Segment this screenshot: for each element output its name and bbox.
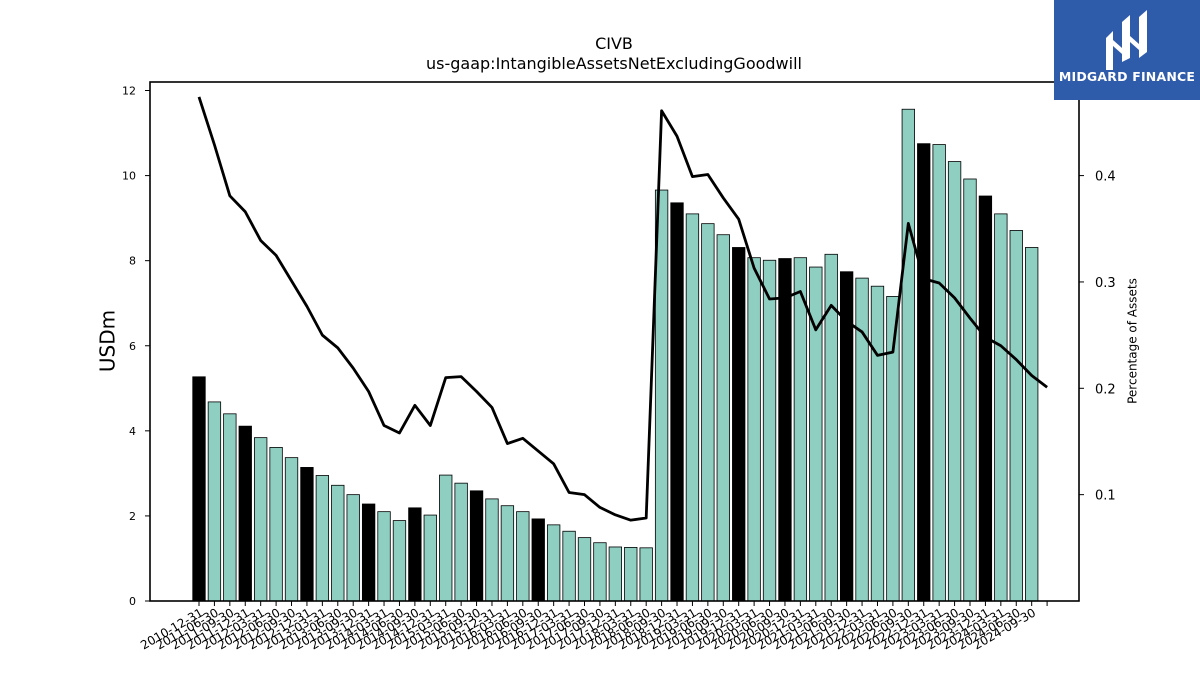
bar-2016-03-31 <box>516 511 530 602</box>
bar-2012-06-30 <box>284 457 299 602</box>
bar-2020-06-30 <box>778 258 792 602</box>
midgard-logo-icon <box>1106 10 1147 70</box>
y-axis-label: USDm <box>96 310 120 372</box>
y2-tick-label: 0.4 <box>1095 170 1116 185</box>
bar-2016-12-31 <box>562 530 576 602</box>
bar-2018-03-31 <box>639 547 653 602</box>
bar-2019-03-31 <box>701 223 715 602</box>
y-tick-label: 6 <box>129 340 136 353</box>
y-tick-label: 0 <box>129 595 136 608</box>
bar-2012-09-30 <box>300 467 314 602</box>
bar-2023-09-30 <box>978 195 993 602</box>
bar-2023-12-31 <box>994 213 1008 602</box>
bar-2016-09-30 <box>547 524 561 602</box>
bar-2022-09-30 <box>917 143 931 602</box>
y2-tick-label: 0.2 <box>1095 382 1116 397</box>
y2-axis-label: Percentage of Assets <box>1126 278 1140 404</box>
percentage-line <box>197 96 1048 522</box>
plot-frame <box>149 81 1080 602</box>
bar-2014-12-31 <box>439 474 453 602</box>
y-tick-label: 4 <box>129 425 136 438</box>
bar-2013-09-30 <box>361 503 376 602</box>
bar-2012-03-31 <box>269 447 283 602</box>
bar-2013-06-30 <box>346 494 360 602</box>
bar-2014-06-30 <box>408 507 422 602</box>
bar-2016-06-30 <box>531 518 545 602</box>
bar-2017-09-30 <box>608 546 622 602</box>
y-tick-label: 12 <box>122 85 136 98</box>
midgard-finance-logo: MIDGARD FINANCE <box>1054 0 1200 100</box>
bar-2023-06-30 <box>963 178 977 602</box>
chart-subtitle: us-gaap:IntangibleAssetsNetExcludingGood… <box>426 54 802 73</box>
bar-2015-12-31 <box>500 505 515 602</box>
x-axis: 2010-12-312011-06-302011-09-302011-12-31… <box>138 601 1048 652</box>
y-tick-label: 10 <box>122 170 136 183</box>
bar-2020-03-31 <box>762 259 777 602</box>
bar-2012-12-31 <box>315 475 330 602</box>
bar-2010-12-31 <box>192 376 206 602</box>
bar-2019-06-30 <box>716 234 730 602</box>
chart-title: CIVB <box>595 34 633 53</box>
bar-2015-06-30 <box>469 490 484 602</box>
bar-2011-03-31 <box>207 401 222 602</box>
bar-2011-09-30 <box>238 425 252 602</box>
bar-2021-09-30 <box>855 277 869 602</box>
bar-2015-03-31 <box>454 482 468 602</box>
bar-2022-06-30 <box>901 108 915 602</box>
y-axis-left: 0 2 4 6 8 10 12 <box>122 85 150 608</box>
logo-text: MIDGARD FINANCE <box>1058 69 1196 84</box>
bar-2023-03-31 <box>947 161 962 602</box>
bar-2024-03-31 <box>1009 230 1023 602</box>
y2-tick-label: 0.3 <box>1095 276 1116 291</box>
bar-2024-06-30 <box>1025 247 1039 602</box>
bar-2015-09-30 <box>485 498 499 602</box>
bar-series <box>192 108 1039 602</box>
bar-2011-12-31 <box>254 437 268 602</box>
bar-2011-06-30 <box>223 413 237 602</box>
bar-2013-03-31 <box>331 484 345 602</box>
bar-2014-09-30 <box>423 514 437 602</box>
bar-2021-12-31 <box>870 285 885 602</box>
y-tick-label: 2 <box>129 510 136 523</box>
line-series <box>197 96 1048 522</box>
y2-tick-label: 0.1 <box>1095 489 1116 504</box>
y-axis-right: 0.1 0.2 0.3 0.4 <box>1079 170 1116 504</box>
bar-2018-12-31 <box>685 213 700 602</box>
bar-2018-09-30 <box>670 202 684 602</box>
bar-2017-03-31 <box>577 537 592 602</box>
bar-2017-12-31 <box>624 547 638 602</box>
bar-2022-12-31 <box>932 144 946 602</box>
bar-2017-06-30 <box>593 542 607 602</box>
bar-2019-12-31 <box>747 257 761 602</box>
bar-2013-12-31 <box>377 511 391 602</box>
bar-2014-03-31 <box>392 520 407 602</box>
bar-2019-09-30 <box>732 247 746 602</box>
bar-2020-09-30 <box>793 257 808 602</box>
y-tick-label: 8 <box>129 255 136 268</box>
